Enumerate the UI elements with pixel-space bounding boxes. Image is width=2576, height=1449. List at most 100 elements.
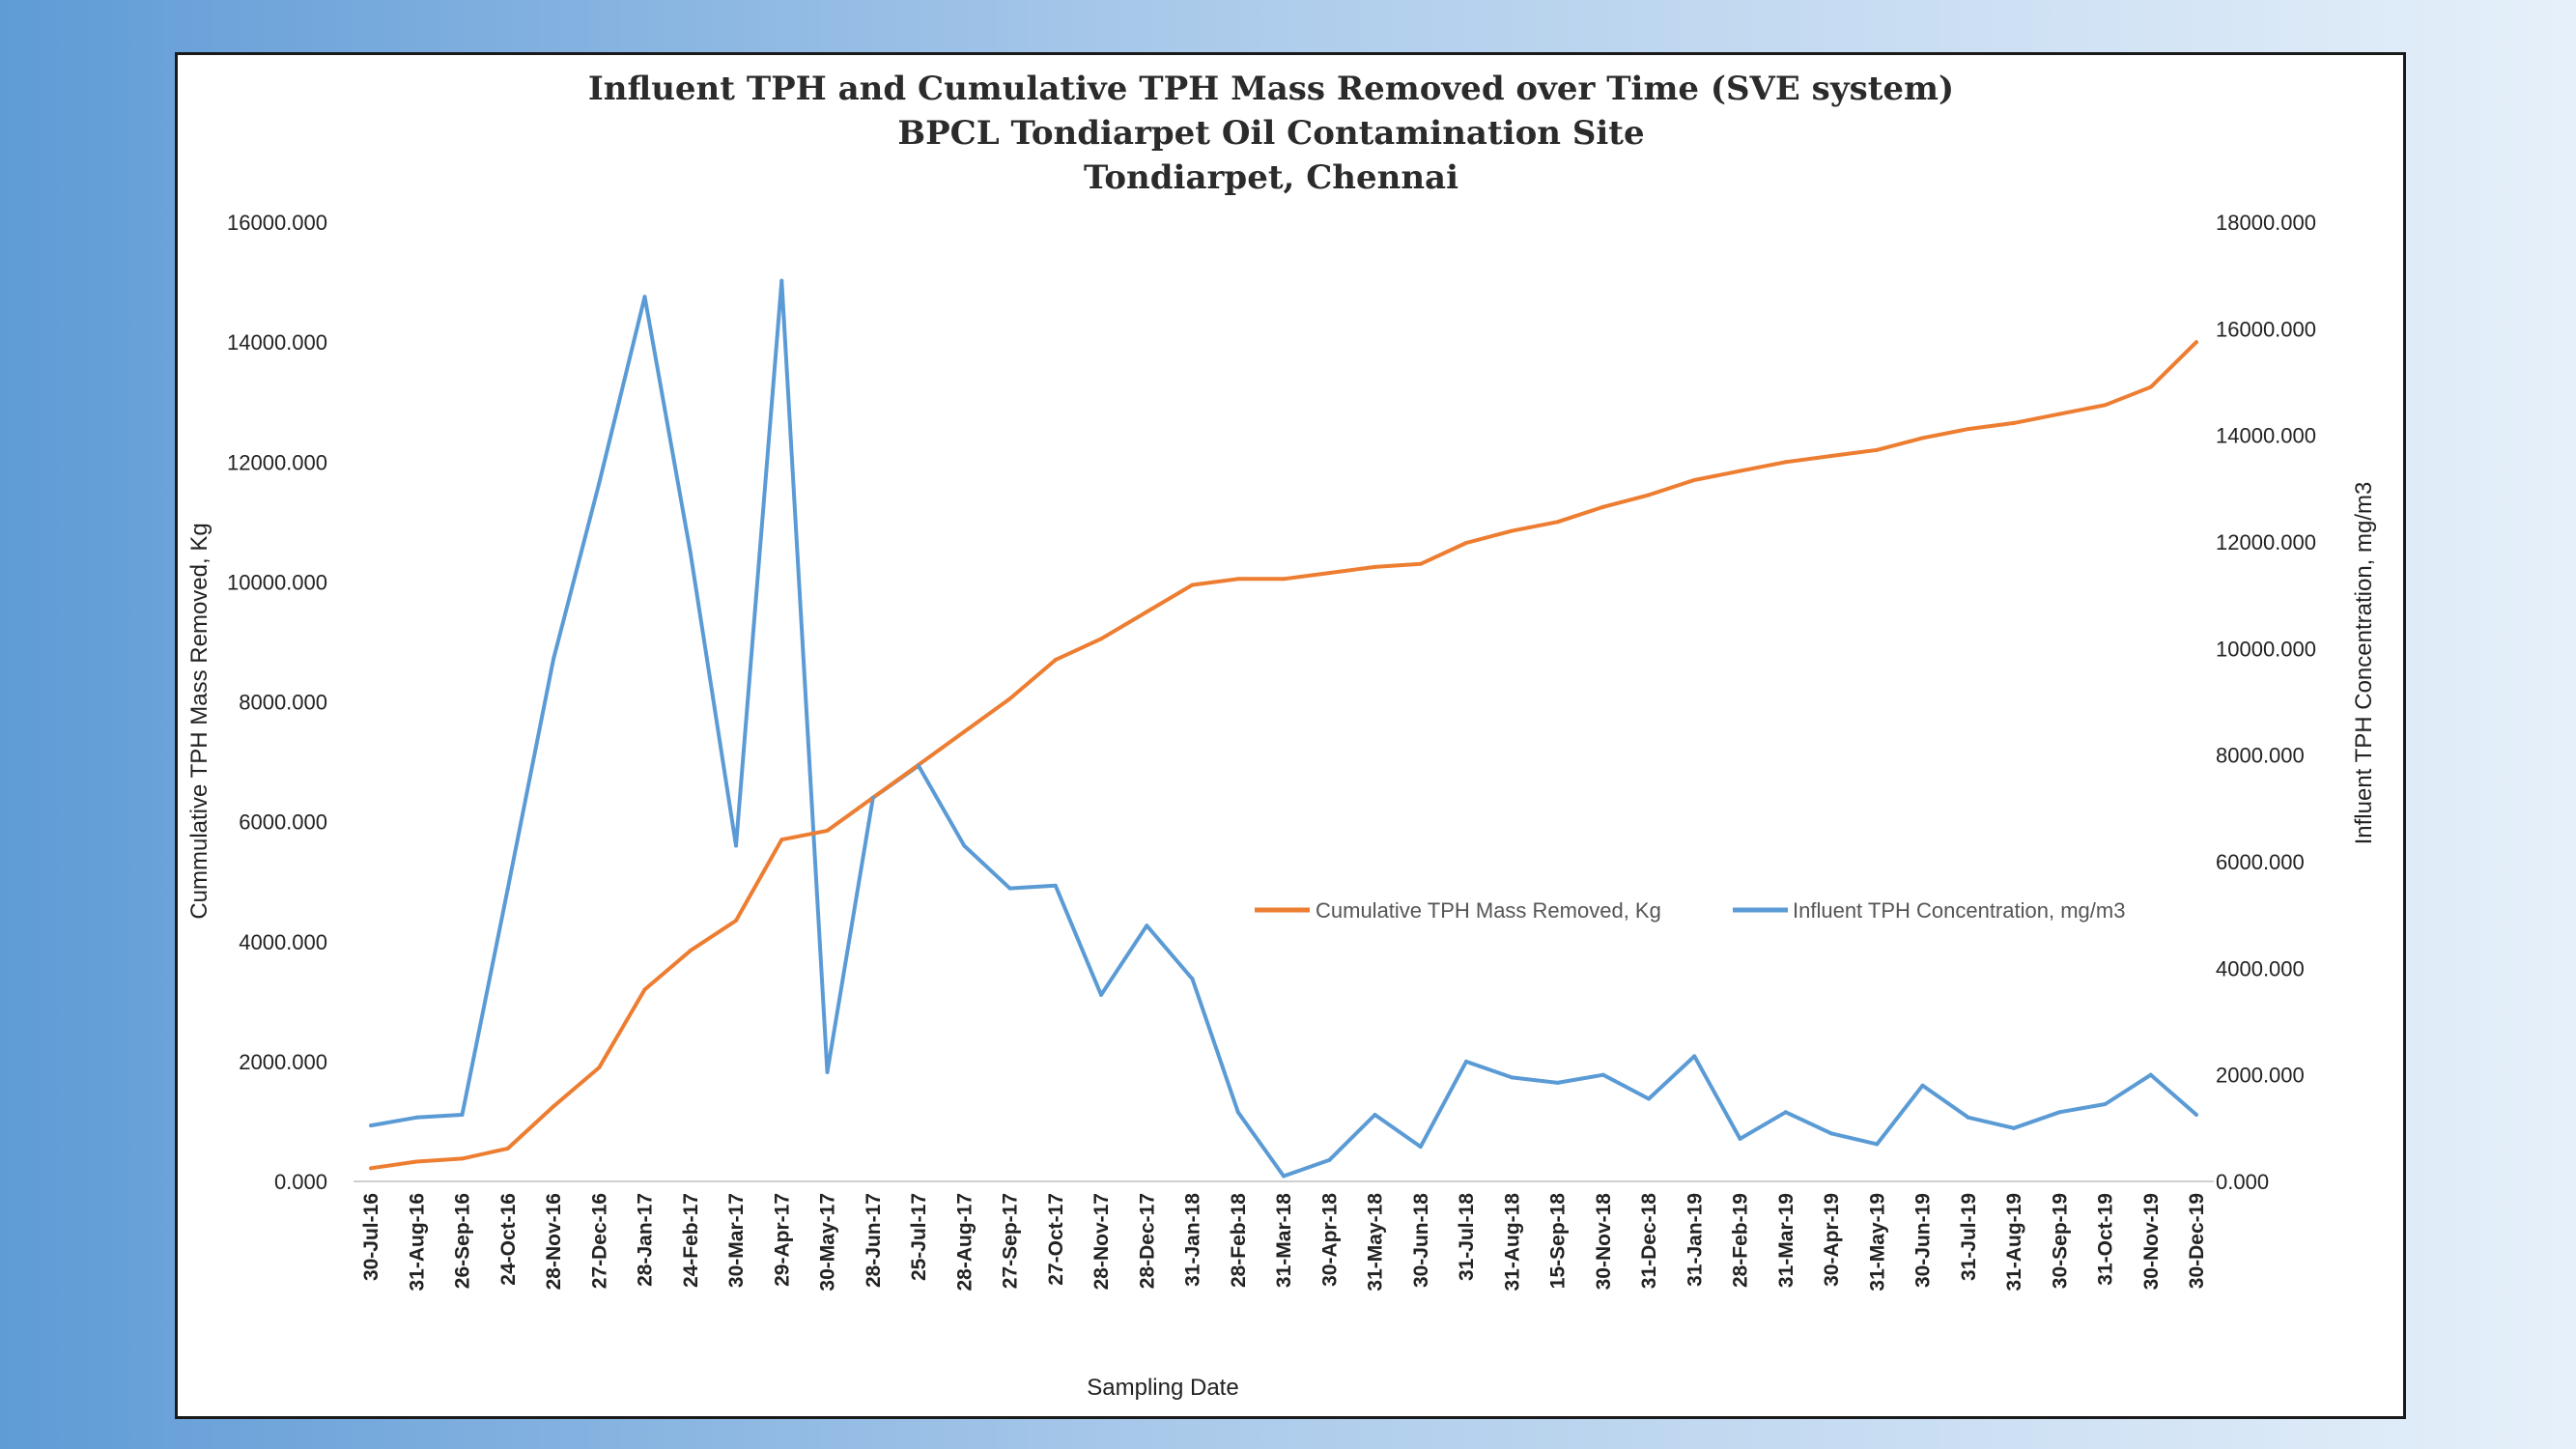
x-tick-label: 30-Apr-18: [1318, 1193, 1341, 1287]
title-line-3: Tondiarpet, Chennai: [1084, 158, 1458, 197]
right-y-tick-label: 8000.000: [2216, 744, 2305, 768]
data-point: [1190, 582, 1195, 587]
x-tick-label: 31-Jul-19: [1958, 1193, 1980, 1281]
data-point: [1783, 460, 1788, 465]
data-point: [779, 838, 784, 842]
right-y-tick-label: 4000.000: [2216, 956, 2305, 980]
data-point: [460, 1113, 465, 1118]
data-point: [2148, 1072, 2153, 1077]
data-point: [1007, 886, 1012, 891]
data-point: [2103, 1102, 2108, 1107]
data-point: [369, 1166, 373, 1171]
x-tick-label: 31-Mar-18: [1273, 1193, 1295, 1288]
data-point: [414, 1115, 419, 1120]
right-y-tick-label: 2000.000: [2216, 1064, 2305, 1088]
left-y-tick-label: 2000.000: [239, 1050, 327, 1074]
data-point: [1783, 1110, 1788, 1115]
data-point: [825, 1069, 830, 1074]
x-tick-label: 31-May-19: [1866, 1193, 1888, 1292]
x-tick-label: 29-Apr-17: [771, 1193, 793, 1287]
x-tick-label: 28-Feb-19: [1730, 1193, 1752, 1288]
data-point: [1464, 541, 1468, 546]
legend-label-cumulative: Cumulative TPH Mass Removed, Kg: [1316, 898, 1661, 923]
data-point: [1966, 1115, 1970, 1120]
x-tick-label: 24-Oct-16: [497, 1193, 520, 1286]
right-y-tick-label: 0.000: [2216, 1170, 2269, 1194]
x-tick-label: 28-Jun-17: [863, 1193, 885, 1288]
x-tick-label: 25-Jul-17: [908, 1193, 930, 1281]
data-point: [825, 828, 830, 833]
data-point: [1145, 610, 1149, 614]
data-point: [1920, 1083, 1925, 1088]
data-point: [1600, 504, 1605, 509]
x-tick-label: 31-Jan-19: [1684, 1193, 1706, 1287]
left-y-tick-label: 8000.000: [239, 691, 327, 715]
left-y-tick-label: 14000.000: [227, 330, 327, 355]
x-tick-label: 28-Nov-16: [543, 1193, 565, 1290]
data-point: [2012, 1125, 2016, 1130]
data-point: [1373, 1113, 1377, 1118]
right-y-axis-label: Influent TPH Concentration, mg/m3: [2351, 482, 2377, 845]
data-point: [1647, 493, 1651, 497]
x-tick-label: 30-Jul-16: [360, 1193, 382, 1281]
x-tick-label: 15-Sep-18: [1547, 1193, 1570, 1290]
data-point: [1829, 1131, 1833, 1136]
chart-panel: Influent TPH and Cumulative TPH Mass Rem…: [175, 52, 2406, 1419]
data-point: [2148, 384, 2153, 389]
x-tick-label: 31-Jul-18: [1456, 1193, 1478, 1281]
data-point: [1007, 696, 1012, 701]
data-point: [1738, 469, 1742, 473]
right-y-tick-label: 6000.000: [2216, 850, 2305, 874]
data-point: [1920, 436, 1925, 440]
data-point: [1235, 577, 1240, 582]
data-point: [505, 1146, 510, 1151]
data-point: [1600, 1072, 1605, 1077]
data-point: [1282, 1174, 1286, 1179]
data-point: [734, 919, 738, 923]
chart-title: Influent TPH and Cumulative TPH Mass Rem…: [588, 70, 1954, 197]
data-point: [2057, 1110, 2062, 1115]
right-y-tick-label: 18000.000: [2216, 211, 2316, 235]
x-tick-label: 26-Sep-16: [452, 1193, 474, 1289]
x-tick-label: 31-Aug-18: [1501, 1193, 1523, 1292]
x-tick-label: 31-Aug-16: [406, 1193, 428, 1292]
data-point: [1418, 1145, 1423, 1150]
x-axis-label: Sampling Date: [1087, 1375, 1238, 1401]
data-point: [505, 886, 510, 891]
x-tick-label: 30-May-17: [817, 1193, 839, 1292]
series-points-cumulative: [369, 340, 2198, 1171]
data-point: [1418, 561, 1423, 566]
x-tick-label: 30-Mar-17: [725, 1193, 748, 1288]
series-line-cumulative: [370, 340, 2198, 1171]
x-tick-label: 30-Nov-18: [1593, 1193, 1615, 1291]
left-y-axis-label: Cummulative TPH Mass Removed, Kg: [186, 523, 212, 919]
series-points-influent: [369, 278, 2198, 1179]
x-tick-label: 27-Sep-17: [1000, 1193, 1022, 1289]
data-point: [1738, 1136, 1742, 1141]
data-point: [962, 843, 967, 848]
data-point: [1692, 1054, 1697, 1059]
x-tick-label: 27-Dec-16: [588, 1193, 610, 1289]
data-point: [917, 763, 920, 768]
x-tick-label: 31-Jan-18: [1182, 1193, 1204, 1287]
data-point: [1692, 477, 1697, 482]
data-point: [1829, 454, 1833, 459]
x-tick-label: 24-Feb-17: [680, 1193, 702, 1288]
left-y-tick-label: 6000.000: [239, 810, 327, 835]
data-point: [1647, 1096, 1651, 1101]
data-point: [369, 1123, 373, 1128]
left-y-tick-label: 16000.000: [227, 211, 327, 235]
x-tick-label: 31-Mar-19: [1775, 1193, 1798, 1288]
data-point: [1053, 658, 1058, 663]
data-point: [642, 987, 647, 992]
x-tick-label: 30-Nov-19: [2140, 1193, 2163, 1290]
x-tick-label: 28-Dec-17: [1136, 1193, 1158, 1289]
right-y-tick-label: 16000.000: [2216, 317, 2316, 341]
x-tick-label: 31-Oct-19: [2095, 1193, 2117, 1286]
data-point: [688, 551, 693, 555]
data-point: [1099, 992, 1103, 997]
data-point: [1510, 528, 1514, 533]
right-y-tick-label: 14000.000: [2216, 424, 2316, 448]
x-tick-label: 30-Jun-18: [1410, 1193, 1432, 1288]
right-y-tick-label: 12000.000: [2216, 530, 2316, 554]
